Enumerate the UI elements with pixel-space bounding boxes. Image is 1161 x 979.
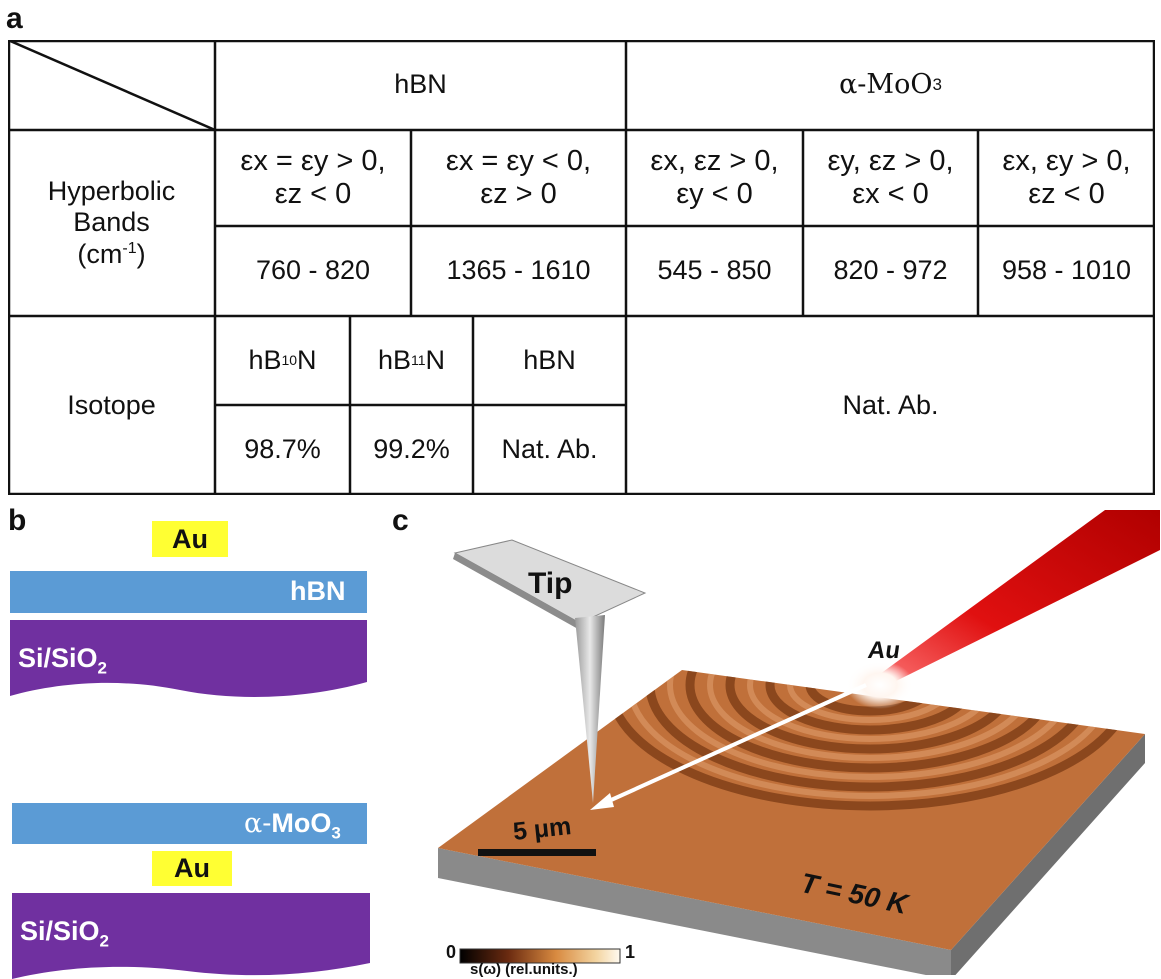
isotope-1-sup: 10: [281, 352, 298, 369]
band-range-5: 958 - 1010: [1001, 255, 1132, 286]
panel-b-label: b: [8, 504, 27, 537]
row-hyperbolic-bands: Hyperbolic Bands (cm-1): [8, 130, 215, 316]
tip-pyramid: [575, 615, 605, 803]
band-condition-2-line2: εz > 0: [480, 178, 557, 210]
tip-label: Tip: [528, 567, 573, 600]
colorbar: [459, 948, 621, 964]
substrate-top: [10, 620, 367, 697]
au-contact-top: Au: [152, 521, 228, 557]
moo3-film: [12, 803, 367, 844]
snom-illustration: [438, 510, 1160, 975]
band-range-2: 1365 - 1610: [446, 255, 591, 286]
moo3-sub: 3: [331, 823, 341, 843]
isotope-2-sup: 11: [410, 352, 426, 369]
band-condition-4-line2: εx < 0: [852, 178, 929, 210]
band-condition-4: εy, εz > 0, εx < 0: [803, 130, 978, 226]
au-contact-bottom: Au: [152, 851, 232, 886]
band-condition-5-line1: εx, εy > 0,: [1002, 144, 1131, 177]
isotope-value-1: 98.7%: [244, 434, 321, 465]
substrate-bottom: [12, 893, 370, 979]
isotope-hb11n: hB 11 N: [350, 316, 473, 405]
band-range-1: 760 - 820: [255, 255, 371, 286]
tip-cantilever-side: [453, 553, 580, 629]
moo3-film-label: α-MoO3: [244, 808, 341, 843]
substrate-bottom-sub: 2: [99, 931, 109, 951]
substrate-top-sub: 2: [97, 658, 107, 678]
block-right: [951, 734, 1145, 975]
band-range-4: 820 - 972: [833, 255, 948, 286]
band-condition-5: εx, εy > 0, εz < 0: [978, 130, 1155, 226]
substrate-bottom-label: Si/SiO2: [20, 916, 109, 951]
colorbar-min: 0: [446, 942, 457, 962]
band-condition-1: εx = εy > 0, εz < 0: [215, 130, 411, 226]
isotope-value-3: Nat. Ab.: [501, 434, 598, 465]
moo3-prefix: α-: [244, 808, 272, 839]
isotope-1-post: N: [297, 344, 317, 375]
table-grid: [8, 40, 1155, 495]
header-hbn: hBN: [394, 69, 447, 100]
propagation-arrowhead: [590, 793, 614, 810]
substrate-top-text: Si/SiO: [18, 643, 98, 673]
panel-a-label: a: [6, 2, 23, 35]
laser-beam: [865, 510, 1160, 693]
propagation-arrow: [599, 683, 867, 807]
isotope-moo3: Nat. Ab.: [842, 389, 939, 420]
band-condition-1-line2: εz < 0: [274, 178, 352, 210]
header-moo3: α-MoO 3: [626, 40, 1155, 130]
colorbar-max: 1: [625, 942, 636, 962]
band-condition-4-line1: εy, εz > 0,: [827, 144, 954, 177]
band-condition-3-line1: εx, εz > 0,: [650, 144, 779, 177]
band-condition-2-line1: εx = εy < 0,: [445, 144, 592, 177]
band-condition-5-line2: εz < 0: [1028, 178, 1105, 210]
colorbar-label: s(ω) (rel.units.): [470, 961, 578, 978]
isotope-1-pre: hB: [248, 344, 282, 375]
scale-bar: [478, 849, 596, 856]
block-front: [438, 848, 951, 975]
hbn-film-label: hBN: [290, 576, 346, 606]
hbn-film: [10, 571, 367, 613]
band-condition-3: εx, εz > 0, εy < 0: [626, 130, 803, 226]
header-moo3-sub: 3: [932, 75, 942, 95]
row-hyperbolic-line3: (cm-1): [77, 239, 145, 270]
row-hyperbolic-line2: Bands: [73, 207, 150, 238]
header-moo3-text: α-MoO: [839, 69, 933, 101]
unit-sup: -1: [122, 239, 137, 257]
band-condition-3-line2: εy < 0: [676, 178, 753, 210]
band-condition-2: εx = εy < 0, εz > 0: [411, 130, 626, 226]
row-hyperbolic-line1: Hyperbolic: [47, 176, 176, 207]
unit-prefix: (cm: [77, 238, 123, 269]
row-isotope: Isotope: [67, 389, 156, 420]
isotope-hb10n: hB 10 N: [215, 316, 350, 405]
band-range-3: 545 - 850: [657, 255, 772, 286]
unit-suffix: ): [136, 238, 146, 269]
band-condition-1-line1: εx = εy > 0,: [240, 144, 386, 177]
au-label: Au: [866, 637, 902, 664]
properties-table: hBN α-MoO 3 Hyperbolic Bands (cm-1) εx = …: [8, 40, 1155, 495]
isotope-value-2: 99.2%: [373, 434, 450, 465]
panel-c-label: c: [392, 504, 409, 537]
substrate-bottom-text: Si/SiO: [20, 916, 100, 946]
isotope-2-pre: hB: [377, 344, 411, 375]
substrate-top-label: Si/SiO2: [18, 643, 107, 678]
scale-bar-label: 5 μm: [511, 812, 573, 846]
moo3-text: MoO: [271, 808, 332, 838]
isotope-2-post: N: [425, 344, 446, 375]
laser-spot: [846, 661, 914, 709]
isotope-hbn: hBN: [523, 344, 576, 375]
